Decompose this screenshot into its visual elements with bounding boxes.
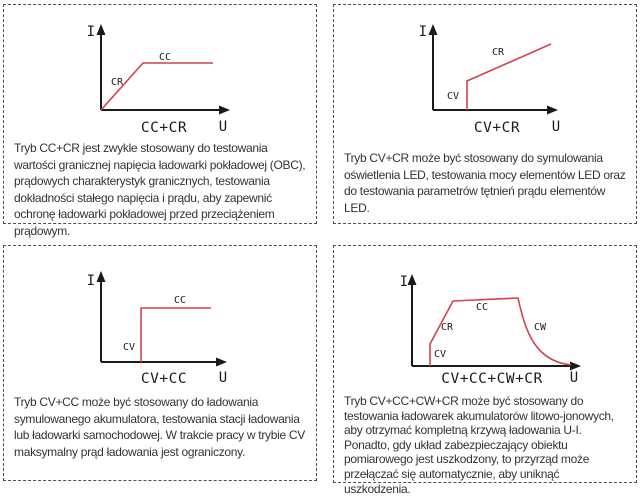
mode-label: CC+CR [141,120,187,136]
y-axis-arrow-icon [96,271,106,282]
axis-label-u: U [219,370,227,386]
iu-chart-cv-cc-cw-cr: I U CV CR CC CW CV+CC+CW+CR [400,274,581,387]
x-axis-arrow-icon [219,105,230,115]
chart-labels: I U CV CC CV+CC [87,273,228,387]
segment-label-cw: CW [534,322,547,333]
axis-label-i: I [419,24,427,40]
panel-cv-cc-cw-cr: I U CV CR CC CW CV+CC+CW+CR Tryb CV+CC+CW+CR m… [333,245,637,496]
iu-curve [466,43,552,110]
panel-description: Tryb CV+CC+CW+CR może być stosowany do t… [344,394,614,496]
mode-label: CV+CC+CW+CR [441,371,543,387]
segment-label-cc: CC [174,295,186,306]
axis-label-u: U [219,119,227,135]
iu-chart-cv-cr: I U CV CR CV+CR [419,24,561,136]
panel-description: Tryb CV+CC może być stosowany do ładowan… [14,395,305,459]
x-axis-arrow-icon [547,105,558,115]
segment-label-cc: CC [476,302,488,313]
chart-labels: I U CR CC CC+CR [87,24,228,136]
x-axis-arrow-icon [216,357,227,367]
iu-curve [429,297,572,366]
panel-cv-cc: I U CV CC CV+CC Tryb CV+CC może być stosowan… [3,245,317,481]
segment-label-cr: CR [111,77,124,88]
panel-cc-cr: I U CR CC CC+CR Tryb CC+CR jest zwykle stoso… [3,4,317,238]
axis-label-i: I [87,24,95,40]
y-axis-arrow-icon [96,24,106,35]
panel-description: Tryb CC+CR jest zwykle stosowany do test… [14,141,306,238]
mode-label: CV+CC [141,371,187,387]
x-axis-arrow-icon [570,361,581,371]
segment-label-cr: CR [441,322,454,333]
iu-chart-cv-cc: I U CV CC CV+CC [87,271,228,387]
axis-label-i: I [87,273,95,289]
chart-labels: I U CV CR CC CW CV+CC+CW+CR [400,274,579,387]
segment-label-cv: CV [434,349,446,360]
segment-label-cv: CV [123,342,135,353]
segment-label-cc: CC [159,52,171,63]
y-axis-arrow-icon [428,24,438,35]
chart-labels: I U CV CR CV+CR [419,24,561,136]
segment-label-cv: CV [447,91,459,102]
axis-label-i: I [400,274,408,290]
mode-label: CV+CR [474,120,520,136]
iu-curve [140,307,211,362]
y-axis-arrow-icon [407,274,417,285]
segment-label-cr: CR [492,47,505,58]
iu-chart-cc-cr: I U CR CC CC+CR [87,24,230,136]
panel-cv-cr: I U CV CR CV+CR Tryb CV+CR może być stosowan… [333,4,637,224]
axis-label-u: U [552,119,560,135]
axis-label-u: U [570,370,578,386]
iu-curve [100,62,213,111]
panel-description: Tryb CV+CR może być stosowany do symulow… [344,151,626,215]
